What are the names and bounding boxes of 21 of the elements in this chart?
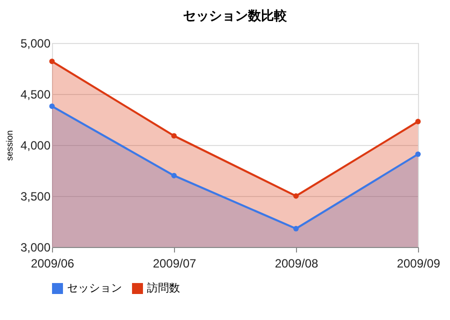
y-tick-label: 3,500 bbox=[20, 190, 51, 204]
point bbox=[49, 58, 55, 64]
y-tick-label: 5,000 bbox=[20, 36, 51, 50]
point bbox=[49, 104, 55, 109]
x-tick-label: 2009/09 bbox=[396, 256, 441, 270]
y-tick-label: 4,500 bbox=[20, 88, 51, 102]
x-tick-label: 2009/07 bbox=[152, 256, 197, 270]
y-axis-title: session bbox=[4, 130, 14, 161]
y-tick-label: 4,000 bbox=[20, 138, 51, 152]
x-tick-label: 2009/06 bbox=[30, 256, 75, 270]
point bbox=[171, 133, 177, 139]
point bbox=[415, 151, 421, 157]
y-tick-label: 3,000 bbox=[20, 240, 51, 254]
chart-title: セッション数比較 bbox=[183, 9, 288, 24]
legend-label: 訪問数 bbox=[147, 282, 180, 295]
point bbox=[293, 226, 299, 232]
legend-label: セッション bbox=[67, 282, 122, 295]
x-tick-label: 2009/08 bbox=[274, 256, 319, 270]
point bbox=[171, 172, 177, 178]
point bbox=[415, 118, 421, 124]
point bbox=[293, 193, 299, 199]
